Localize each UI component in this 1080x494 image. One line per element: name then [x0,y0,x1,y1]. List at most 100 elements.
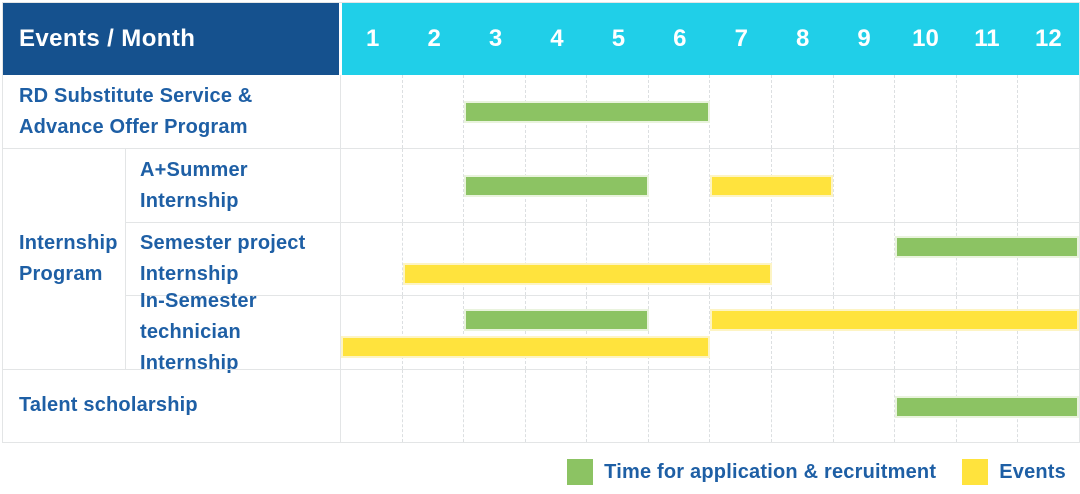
month-header-row: 1 2 3 4 5 6 7 8 9 10 11 12 [342,3,1079,75]
application-recruitment-bar [464,309,649,332]
month-grid-cell [771,222,833,296]
month-grid-cell [832,369,895,442]
row-timeline-rd-substitute-service-advance-offer-program [341,75,1079,149]
month-grid-cell [832,75,895,149]
table-row-semester-project-internship: Semester project Internship [3,221,1079,296]
month-grid-cell [832,296,895,369]
month-grid-cell [955,296,1018,369]
month-grid-cell [709,75,771,149]
month-grid-cell [894,296,956,369]
table-header: Events / Month 1 2 3 4 5 6 7 8 9 10 11 12 [3,3,1079,75]
month-grid-cell [709,296,771,369]
month-label-12: 12 [1035,25,1062,52]
month-grid-cell [524,369,587,442]
month-grid-cell [586,296,648,369]
application-recruitment-bar [894,395,1079,418]
row-label-a-summer-internship: A+Summer Internship [125,148,341,222]
month-grid-cell [401,149,464,222]
month-grid-cell [647,369,710,442]
month-grid-cell [1017,75,1079,149]
month-grid-cell [771,296,833,369]
month-grid-cell [341,149,402,221]
green-swatch-icon [567,459,594,485]
month-grid-cell [709,369,771,442]
month-grid-cell [463,222,525,296]
label-line: A+Summer [140,158,248,181]
month-label-11: 11 [974,25,1000,52]
month-label-3: 3 [488,25,503,52]
month-grid-cell [647,296,710,369]
header-events-month-cell: Events / Month [3,3,339,75]
month-grid-cell [1017,296,1079,369]
month-label-4: 4 [550,25,564,52]
label-line: Internship [19,231,118,254]
month-grid-cell [894,222,956,296]
label-line: Talent scholarship [19,394,198,417]
legend: Time for application & recruitment Event… [567,459,1066,485]
month-grid-cell [463,296,525,369]
row-timeline-in-semester-technician-internship [341,295,1079,369]
month-grid-cell [463,149,525,222]
legend-item-events: Events [962,459,1066,485]
table-row-rd-substitute-service-advance-offer-program: RD Substitute Service & Advance Offer Pro… [3,75,1079,149]
month-grid-cell [524,222,587,296]
group-cell-internship-program: Internship Program [3,148,125,369]
label-line: Advance Offer Program [19,115,248,138]
month-grid-cell [647,222,710,296]
events-bar [341,336,710,359]
month-label-6: 6 [673,25,687,52]
events-bar [710,175,833,198]
month-grid-cell [832,149,895,222]
month-label-1: 1 [366,25,380,52]
label-line: Internship [140,262,239,285]
month-grid-cell [955,222,1018,296]
month-grid-cell [586,222,648,296]
month-grid-cell [401,296,464,369]
month-label-2: 2 [427,25,441,52]
label-line: Internship [140,189,239,212]
month-grid-cell [709,149,771,222]
label-line: Semester project [140,231,306,254]
month-grid-cell [524,296,587,369]
label-line: technician Internship [140,320,241,374]
table-row-a-summer-internship: A+Summer Internship [3,148,1079,222]
month-grid-cell [463,75,525,149]
month-grid-cell [1017,149,1079,222]
events-bar [710,309,1079,332]
month-grid-cell [463,369,525,442]
row-timeline-talent-scholarship [341,368,1079,442]
table-body: RD Substitute Service & Advance Offer Pro… [3,75,1079,442]
month-grid-cell [894,75,956,149]
month-label-7: 7 [734,25,748,52]
month-grid-cell [401,75,464,149]
application-recruitment-bar [464,175,649,198]
month-grid-cell [586,369,648,442]
month-label-9: 9 [857,25,871,52]
month-grid-cell [771,369,833,442]
month-grid-cell [1017,222,1079,296]
row-label-semester-project-internship: Semester project Internship [125,221,341,296]
application-recruitment-bar [894,235,1079,258]
events-month-table: Events / Month 1 2 3 4 5 6 7 8 9 10 11 12 RD Substi… [2,2,1080,443]
month-grid-cell [401,369,464,442]
month-grid-cell [955,75,1018,149]
legend-label-application-recruitment: Time for application & recruitment [604,460,937,483]
month-label-10: 10 [912,25,939,52]
month-label-5: 5 [611,25,626,52]
yellow-swatch-icon [962,459,989,485]
label-line: RD Substitute Service & [19,84,253,107]
legend-label-events: Events [999,460,1066,483]
month-grid-cell [894,149,956,222]
row-timeline-a-summer-internship [341,148,1079,222]
month-grid-cell [401,222,464,296]
application-recruitment-bar [464,101,710,123]
label-line: In-Semester [140,289,257,312]
row-timeline-semester-project-internship [341,221,1079,296]
month-grid-cell [647,149,710,222]
row-label-rd-substitute-service-advance-offer-program: RD Substitute Service & Advance Offer Pro… [3,75,341,149]
table-row-in-semester-technician-internship: In-Semester technician Internship [3,290,1079,374]
events-bar [402,262,772,285]
table-row-talent-scholarship: Talent scholarship [3,368,1079,442]
legend-item-application-recruitment: Time for application & recruitment [567,459,936,485]
